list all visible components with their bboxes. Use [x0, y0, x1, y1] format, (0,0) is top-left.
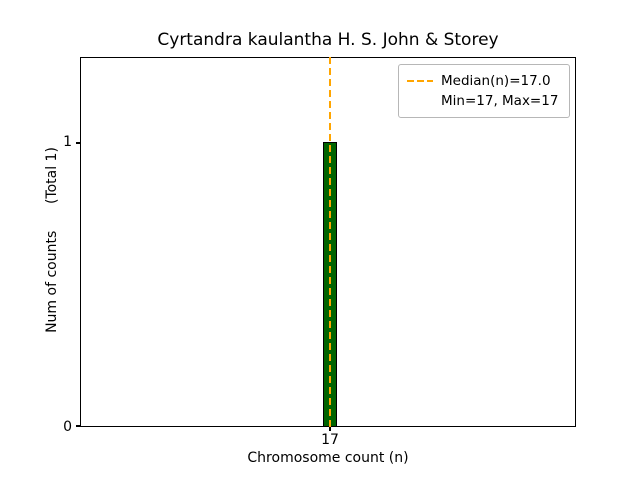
legend-empty-sample — [407, 100, 433, 102]
y-axis-label: Num of counts (Total 1) — [44, 147, 60, 333]
legend-label-minmax: Min=17, Max=17 — [441, 93, 559, 109]
legend-row-median: Median(n)=17.0 — [407, 71, 561, 91]
x-axis-label: Chromosome count (n) — [247, 450, 409, 466]
x-tick-label: 17 — [321, 432, 339, 448]
legend-label-median: Median(n)=17.0 — [441, 73, 551, 89]
median-line-sample-icon — [407, 80, 433, 82]
y-tick-mark-1 — [76, 142, 80, 144]
y-tick-mark-0 — [76, 425, 80, 427]
legend-box: Median(n)=17.0 Min=17, Max=17 — [398, 64, 570, 118]
median-line — [328, 57, 331, 427]
y-tick-label-0: 0 — [63, 419, 72, 435]
chart-title: Cyrtandra kaulantha H. S. John & Storey — [157, 30, 499, 50]
x-tick-mark — [329, 427, 331, 431]
y-tick-label-1: 1 — [63, 134, 72, 150]
legend-row-minmax: Min=17, Max=17 — [407, 91, 561, 111]
